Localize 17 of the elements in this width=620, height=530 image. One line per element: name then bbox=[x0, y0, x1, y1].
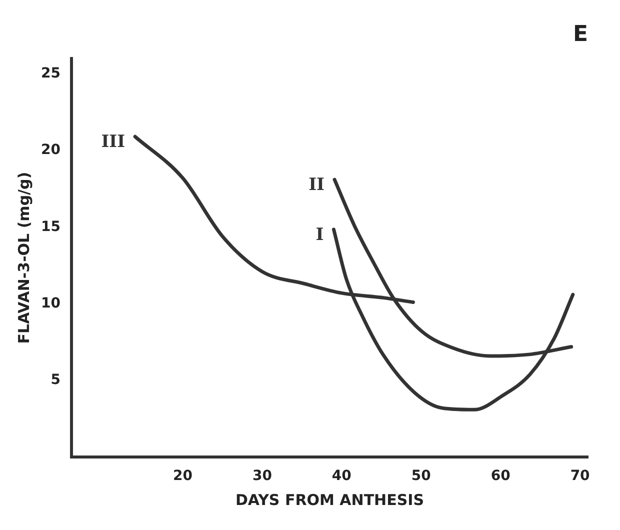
x-tick-label: 60 bbox=[490, 468, 511, 484]
x-tick-label: 70 bbox=[570, 468, 590, 484]
y-axis-title: FLAVAN-3-OL (mg/g) bbox=[14, 172, 33, 344]
x-tick-label: 40 bbox=[332, 468, 352, 484]
x-tick-label: 20 bbox=[172, 468, 193, 484]
x-tick-label: 30 bbox=[252, 468, 272, 484]
x-axis-title: DAYS FROM ANTHESIS bbox=[235, 490, 424, 509]
series-label: II bbox=[308, 174, 325, 195]
series-label: III bbox=[101, 132, 126, 152]
y-tick-label: 15 bbox=[41, 218, 60, 235]
y-tick-label: 10 bbox=[41, 295, 61, 312]
y-tick-label: 20 bbox=[41, 142, 61, 158]
chart-title: E bbox=[572, 22, 588, 47]
y-tick-label: 5 bbox=[50, 372, 60, 388]
series-label: I bbox=[316, 224, 324, 245]
x-tick-label: 50 bbox=[411, 468, 432, 484]
y-tick-label: 25 bbox=[41, 65, 60, 82]
